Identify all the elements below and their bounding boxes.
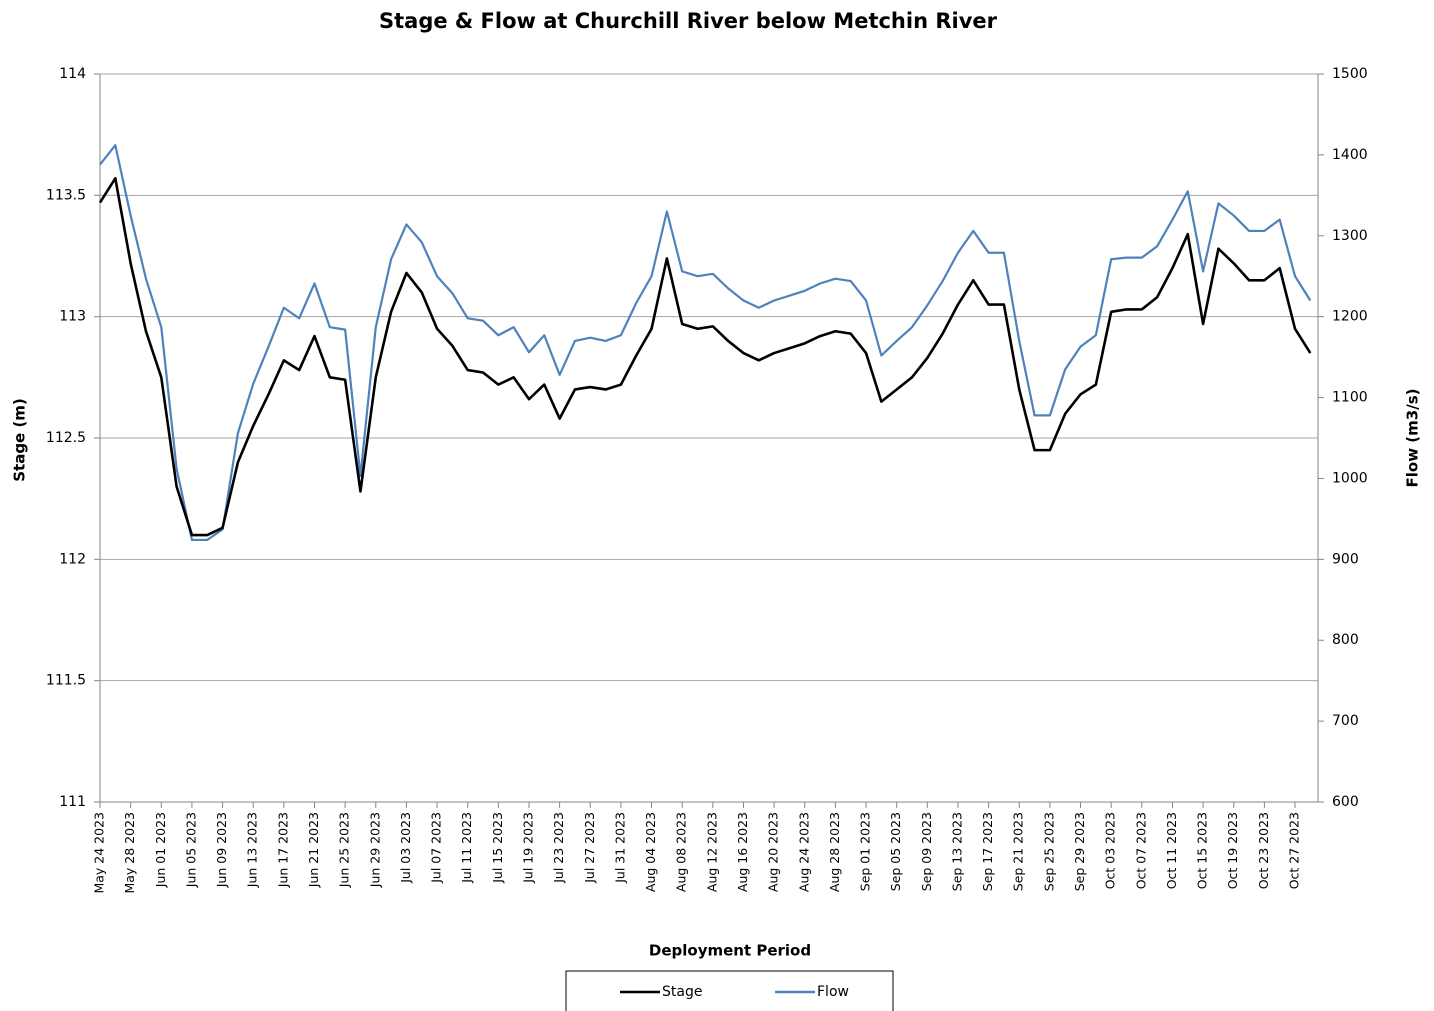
x-tick-label: May 24 2023 — [92, 812, 107, 894]
x-tick-label: Aug 16 2023 — [735, 812, 750, 892]
x-tick-label: Sep 01 2023 — [858, 812, 873, 891]
y2-tick-label: 1300 — [1332, 228, 1368, 244]
x-tick-label: Jun 29 2023 — [367, 812, 382, 888]
y-tick-label: 112.5 — [46, 430, 86, 446]
chart-title: Stage & Flow at Churchill River below Me… — [379, 9, 998, 33]
y-axis-title: Stage (m) — [11, 398, 29, 482]
x-tick-label: Jul 23 2023 — [551, 812, 566, 884]
x-tick-label: Oct 11 2023 — [1164, 812, 1179, 889]
y2-tick-label: 600 — [1332, 794, 1359, 810]
y2-tick-label: 700 — [1332, 713, 1359, 729]
x-axis-title: Deployment Period — [649, 942, 811, 960]
y2-axis-title: Flow (m3/s) — [1404, 389, 1422, 488]
x-tick-label: Oct 23 2023 — [1256, 812, 1271, 889]
data-line — [98, 177, 1312, 537]
x-tick-label: Aug 12 2023 — [704, 812, 719, 892]
y2-tick-label: 800 — [1332, 632, 1359, 648]
x-tick-label: Jun 21 2023 — [306, 812, 321, 888]
x-tick-label: Jul 19 2023 — [520, 812, 535, 884]
y-tick-label: 113 — [59, 309, 86, 325]
x-tick-label: Sep 17 2023 — [980, 812, 995, 891]
x-tick-label: Jun 13 2023 — [245, 812, 260, 888]
y2-tick-label: 900 — [1332, 551, 1359, 567]
x-tick-label: Jul 07 2023 — [429, 812, 444, 884]
y-tick-label: 114 — [59, 66, 86, 82]
y-tick-label: 112 — [59, 551, 86, 567]
x-tick-label: Jun 05 2023 — [183, 812, 198, 888]
x-tick-label: Oct 03 2023 — [1103, 812, 1118, 889]
x-tick-label: Aug 20 2023 — [766, 812, 781, 892]
x-tick-label: Aug 24 2023 — [796, 812, 811, 892]
x-tick-label: Jul 03 2023 — [398, 812, 413, 884]
x-tick-label: Sep 05 2023 — [888, 812, 903, 891]
x-tick-label: Jun 09 2023 — [214, 812, 229, 888]
x-tick-label: Aug 28 2023 — [827, 812, 842, 892]
x-tick-label: Sep 09 2023 — [919, 812, 934, 891]
x-tick-label: Jul 27 2023 — [582, 812, 597, 884]
y2-tick-label: 1400 — [1332, 147, 1368, 163]
y-tick-label: 111 — [59, 794, 86, 810]
legend-label: Flow — [817, 984, 849, 1000]
x-tick-label: Sep 13 2023 — [949, 812, 964, 891]
data-line — [99, 144, 1312, 542]
y-tick-label: 111.5 — [46, 673, 86, 689]
x-tick-label: Oct 07 2023 — [1133, 812, 1148, 889]
x-tick-label: Sep 25 2023 — [1041, 812, 1056, 891]
y-tick-label: 113.5 — [46, 187, 86, 203]
x-tick-label: May 28 2023 — [122, 812, 137, 894]
x-tick-label: Aug 08 2023 — [674, 812, 689, 892]
x-tick-label: Jun 17 2023 — [275, 812, 290, 888]
y2-tick-label: 1500 — [1332, 66, 1368, 82]
x-tick-label: Jul 31 2023 — [612, 812, 627, 884]
x-tick-label: Oct 19 2023 — [1225, 812, 1240, 889]
x-tick-label: Oct 27 2023 — [1287, 812, 1302, 889]
y2-tick-label: 1100 — [1332, 390, 1368, 406]
x-tick-label: Aug 04 2023 — [643, 812, 658, 892]
x-tick-label: Jun 01 2023 — [153, 812, 168, 888]
x-tick-label: Jul 11 2023 — [459, 812, 474, 884]
legend-label: Stage — [662, 984, 702, 1000]
x-tick-label: Oct 15 2023 — [1195, 812, 1210, 889]
x-tick-label: Sep 21 2023 — [1011, 812, 1026, 891]
x-tick-label: Jun 25 2023 — [337, 812, 352, 888]
x-tick-label: Sep 29 2023 — [1072, 812, 1087, 891]
y2-tick-label: 1000 — [1332, 470, 1368, 486]
y2-tick-label: 1200 — [1332, 309, 1368, 325]
x-tick-label: Jul 15 2023 — [490, 812, 505, 884]
